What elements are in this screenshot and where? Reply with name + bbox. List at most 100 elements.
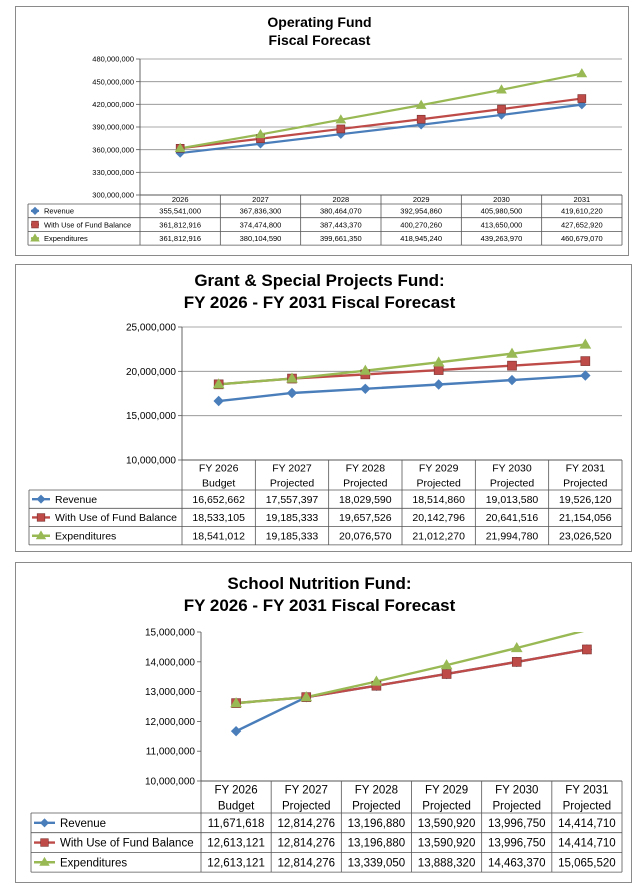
data-point <box>433 379 444 390</box>
data-label: 380,464,070 <box>320 207 362 216</box>
chart-title: Operating Fund Fiscal Forecast <box>0 13 639 49</box>
data-label: 20,076,570 <box>339 531 392 543</box>
series-line <box>218 343 586 386</box>
legend-marker <box>30 206 40 215</box>
data-label: 20,641,516 <box>486 512 539 524</box>
x-tick-label: 2027 <box>252 195 269 204</box>
data-label: 418,945,240 <box>400 234 442 243</box>
y-tick-label: 14,000,000 <box>145 657 195 668</box>
data-point <box>416 114 426 124</box>
data-label: 19,185,333 <box>266 512 319 524</box>
data-label: 12,613,121 <box>207 857 265 869</box>
data-label: 419,610,220 <box>561 207 603 216</box>
x-tick-label: FY 2027 <box>272 463 312 475</box>
data-label: 361,812,916 <box>159 234 201 243</box>
data-point <box>576 68 588 78</box>
data-label: 427,652,920 <box>561 220 603 229</box>
data-point <box>577 94 587 103</box>
y-tick-label: 10,000,000 <box>126 456 176 467</box>
data-point <box>335 114 347 124</box>
data-point <box>336 124 346 134</box>
data-label: 380,104,590 <box>240 234 282 243</box>
data-point <box>496 84 507 94</box>
data-label: 367,836,300 <box>240 207 282 216</box>
data-point <box>510 641 523 653</box>
y-tick-label: 15,000,000 <box>126 411 176 422</box>
data-label: 13,996,750 <box>488 818 546 830</box>
x-tick-label: 2029 <box>413 195 430 204</box>
data-point <box>360 383 371 395</box>
y-tick-label: 450,000,000 <box>92 77 134 86</box>
legend-marker <box>31 220 39 229</box>
y-tick-label: 25,000,000 <box>126 323 176 334</box>
legend-label: With Use of Fund Balance <box>60 838 194 850</box>
data-label: 13,996,750 <box>488 838 546 850</box>
data-label: 14,414,710 <box>558 818 616 830</box>
data-point <box>174 142 186 152</box>
x-tick-label: FY 2027 <box>285 784 328 796</box>
x-tick-label: FY 2030 <box>495 784 538 796</box>
y-tick-label: 420,000,000 <box>92 100 134 109</box>
chart-frame <box>15 264 632 552</box>
data-label: 20,142,796 <box>412 512 465 524</box>
chart-title: School Nutrition Fund: FY 2026 - FY 2031… <box>0 573 639 617</box>
data-label: 19,185,333 <box>266 531 319 543</box>
data-label: 15,065,520 <box>558 857 616 869</box>
y-tick-label: 10,000,000 <box>145 777 195 788</box>
y-tick-label: 300,000,000 <box>92 191 134 200</box>
x-tick-label: FY 2028 <box>346 463 386 475</box>
x-tick-label: Projected <box>490 478 535 490</box>
x-tick-label: Projected <box>422 800 471 812</box>
data-label: 19,013,580 <box>486 494 539 506</box>
legend-marker <box>35 530 47 540</box>
data-point <box>507 360 517 371</box>
y-tick-label: 15,000,000 <box>145 628 195 639</box>
chart-title-line2: FY 2026 - FY 2031 Fiscal Forecast <box>183 596 456 615</box>
y-tick-label: 11,000,000 <box>146 747 196 758</box>
x-tick-label: FY 2026 <box>199 463 239 475</box>
data-label: 400,270,260 <box>400 220 442 229</box>
x-tick-label: FY 2029 <box>425 784 468 796</box>
data-label: 21,154,056 <box>559 512 612 524</box>
data-point <box>580 370 591 381</box>
x-tick-label: Budget <box>218 800 255 812</box>
series-line <box>180 97 582 150</box>
data-point <box>359 364 372 375</box>
x-tick-label: 2026 <box>172 195 189 204</box>
series-group <box>179 72 583 155</box>
x-tick-label: Projected <box>563 800 612 812</box>
data-label: 16,652,662 <box>192 494 245 506</box>
data-label: 18,029,590 <box>339 494 392 506</box>
data-point <box>212 378 225 389</box>
series-line <box>180 103 582 155</box>
data-label: 399,661,350 <box>320 234 362 243</box>
legend-label: With Use of Fund Balance <box>44 220 131 229</box>
data-label: 13,888,320 <box>418 857 476 869</box>
data-label: 13,590,920 <box>418 818 476 830</box>
x-tick-label: Projected <box>563 478 608 490</box>
data-label: 21,012,270 <box>412 531 465 543</box>
y-tick-label: 330,000,000 <box>92 168 134 177</box>
data-label: 13,339,050 <box>348 857 406 869</box>
legend-label: Revenue <box>55 494 97 506</box>
series-group <box>218 343 586 403</box>
legend-label: Expenditures <box>60 857 127 869</box>
x-tick-label: Budget <box>202 478 235 490</box>
x-tick-label: FY 2031 <box>566 463 606 475</box>
x-tick-label: Projected <box>270 478 315 490</box>
y-tick-label: 13,000,000 <box>145 687 195 698</box>
data-label: 13,590,920 <box>418 838 476 850</box>
data-point <box>230 725 242 737</box>
data-point <box>580 356 591 366</box>
series-group <box>235 632 588 733</box>
series-line <box>235 648 588 733</box>
x-tick-label: FY 2026 <box>214 784 257 796</box>
data-label: 12,613,121 <box>207 838 265 850</box>
series-line <box>235 632 585 705</box>
data-point <box>582 644 592 655</box>
x-tick-label: 2031 <box>573 195 590 204</box>
data-label: 18,533,105 <box>192 512 245 524</box>
data-point <box>511 657 522 667</box>
